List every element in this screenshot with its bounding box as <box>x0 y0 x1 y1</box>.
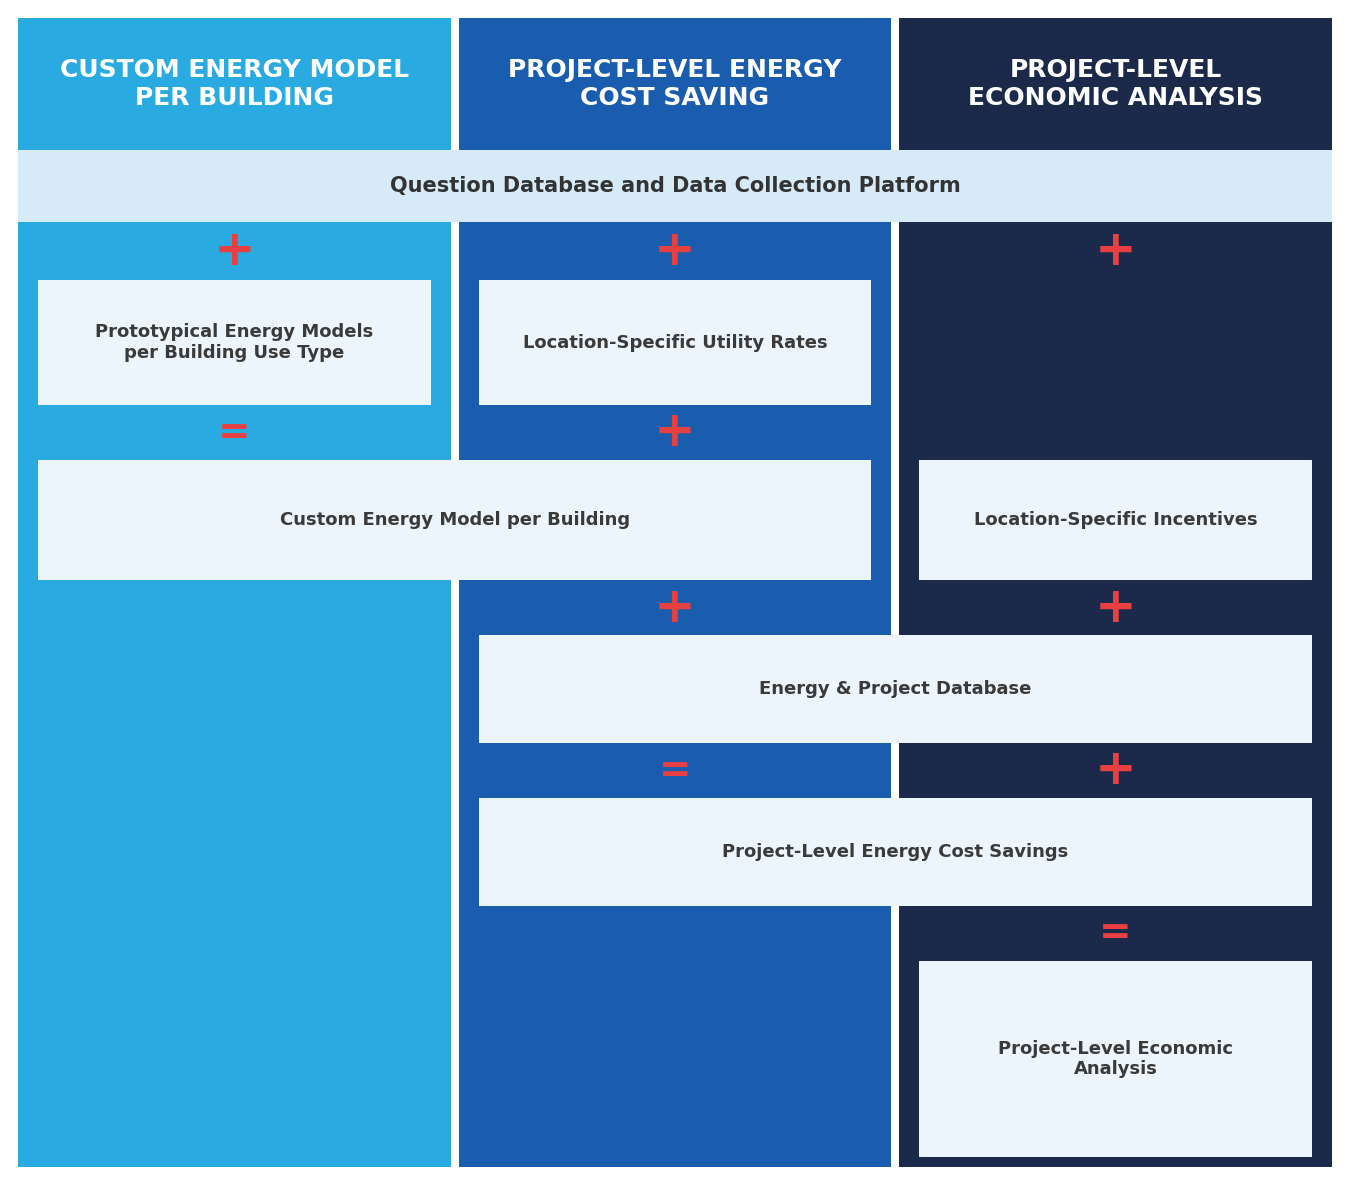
Text: Prototypical Energy Models
per Building Use Type: Prototypical Energy Models per Building … <box>96 324 374 361</box>
Bar <box>899 18 1332 150</box>
Bar <box>479 635 1312 743</box>
Text: Project-Level Economic
Analysis: Project-Level Economic Analysis <box>998 1039 1233 1078</box>
Text: Energy & Project Database: Energy & Project Database <box>759 680 1031 698</box>
Bar <box>479 280 871 405</box>
Text: +: + <box>213 228 255 275</box>
Bar <box>479 798 1312 907</box>
Text: PROJECT-LEVEL ENERGY
COST SAVING: PROJECT-LEVEL ENERGY COST SAVING <box>508 58 842 110</box>
Bar <box>18 150 1332 222</box>
Text: +: + <box>655 409 695 456</box>
Bar <box>18 18 451 150</box>
Text: +: + <box>655 228 695 275</box>
Text: Location-Specific Incentives: Location-Specific Incentives <box>973 511 1257 529</box>
Bar <box>18 150 451 1167</box>
Text: +: + <box>1095 583 1137 632</box>
Text: Custom Energy Model per Building: Custom Energy Model per Building <box>279 511 629 529</box>
Text: Location-Specific Utility Rates: Location-Specific Utility Rates <box>522 333 828 352</box>
Bar <box>919 961 1312 1157</box>
Bar <box>459 18 891 150</box>
Bar <box>899 150 1332 1167</box>
Bar <box>38 460 871 579</box>
Text: Question Database and Data Collection Platform: Question Database and Data Collection Pl… <box>390 177 960 196</box>
Text: +: + <box>655 583 695 632</box>
Bar <box>38 280 431 405</box>
Text: +: + <box>1095 228 1137 275</box>
Bar <box>459 150 891 1167</box>
Text: =: = <box>1099 915 1133 953</box>
Text: +: + <box>1095 747 1137 794</box>
Text: =: = <box>217 414 251 451</box>
Bar <box>919 460 1312 579</box>
Text: Project-Level Energy Cost Savings: Project-Level Energy Cost Savings <box>722 843 1068 861</box>
Text: PROJECT-LEVEL
ECONOMIC ANALYSIS: PROJECT-LEVEL ECONOMIC ANALYSIS <box>968 58 1264 110</box>
Text: CUSTOM ENERGY MODEL
PER BUILDING: CUSTOM ENERGY MODEL PER BUILDING <box>59 58 409 110</box>
Text: =: = <box>659 751 691 789</box>
